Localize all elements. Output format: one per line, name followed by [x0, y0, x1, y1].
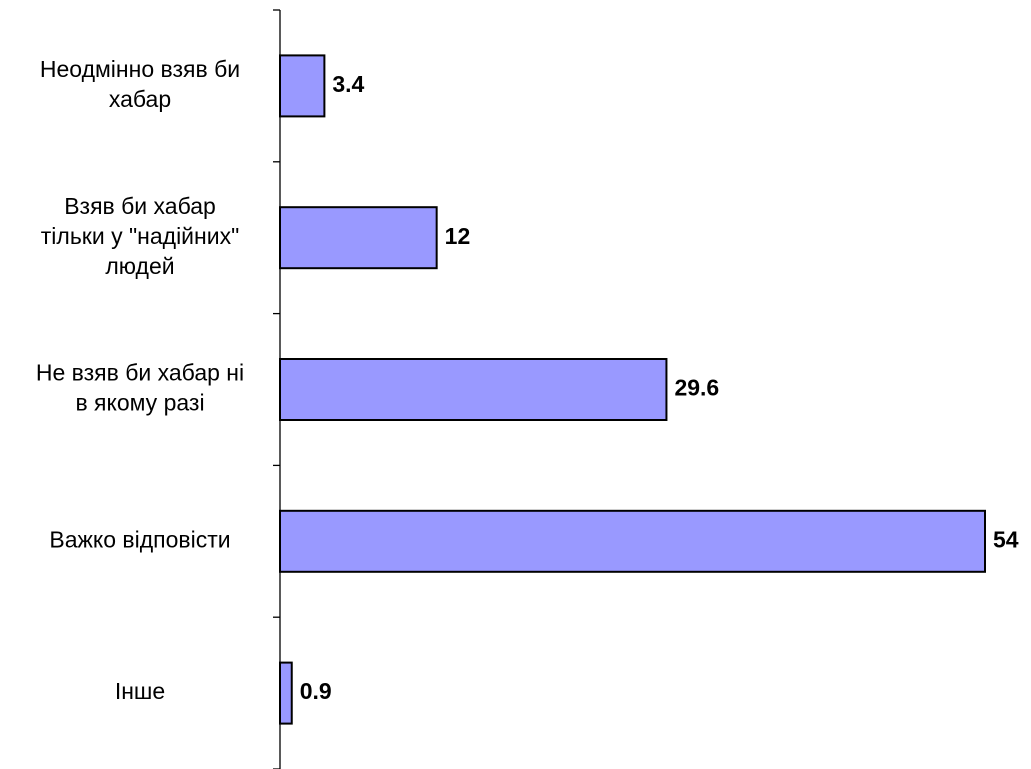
category-label: Неодмінно взяв би хабар — [40, 56, 240, 112]
category-labels: Неодмінно взяв би хабар Взяв би хабар тільк… — [36, 56, 244, 704]
value-label: 54 — [993, 526, 1019, 552]
category-label-line: Не взяв би хабар ні — [36, 360, 244, 386]
category-label: Інше — [115, 678, 165, 704]
category-label: Взяв би хабар тільки у "надійних" людей — [41, 193, 240, 279]
bar — [279, 358, 668, 421]
value-label: 3.4 — [332, 71, 364, 97]
category-label-line: в якому разі — [75, 390, 204, 416]
category-label-line: Інше — [115, 678, 165, 704]
value-label: 12 — [445, 223, 471, 249]
category-axis — [273, 9, 281, 769]
category-label-line: Взяв би хабар — [64, 193, 216, 219]
category-label-line: хабар — [109, 86, 171, 112]
value-label: 29.6 — [674, 375, 719, 401]
bar — [279, 661, 293, 725]
category-label: Не взяв би хабар ні в якому разі — [36, 360, 244, 416]
category-label-line: Неодмінно взяв би — [40, 56, 240, 82]
value-labels: 3.4 12 29.6 54 0.9 — [300, 71, 1019, 704]
bar — [279, 54, 326, 118]
bars — [279, 54, 986, 725]
category-label-line: тільки у "надійних" — [41, 223, 240, 249]
bar — [279, 206, 438, 270]
value-label: 0.9 — [300, 678, 332, 704]
category-label: Важко відповісти — [49, 526, 230, 552]
bar — [279, 509, 986, 573]
category-label-line: Важко відповісти — [49, 526, 230, 552]
category-label-line: людей — [105, 253, 174, 279]
